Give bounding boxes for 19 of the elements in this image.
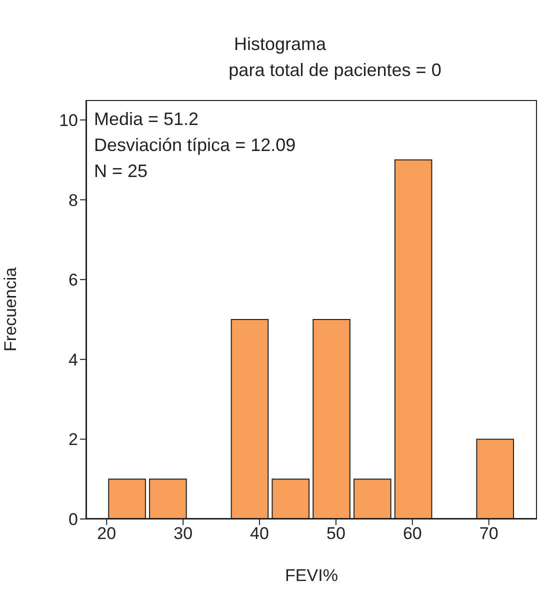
y-tick-label: 10 [59, 110, 78, 130]
x-tick-label: 30 [174, 524, 193, 544]
x-axis-title: FEVI% [285, 566, 338, 585]
y-tick-label: 4 [68, 350, 78, 370]
annotation: Media = 51.2 [94, 108, 200, 131]
y-tick-label: 8 [68, 190, 78, 210]
y-tick-label: 6 [68, 270, 78, 290]
y-tick-label: 0 [68, 510, 78, 530]
x-tick-label: 20 [97, 524, 116, 544]
x-tick-label: 60 [402, 524, 422, 544]
x-tick-label: 70 [479, 524, 498, 544]
y-tick-label: 2 [68, 430, 78, 450]
chart-title: Histograma [232, 34, 328, 55]
x-tick-label: 50 [326, 524, 346, 544]
y-axis-title: Frecuencia [1, 266, 20, 352]
chart-subtitle: para total de pacientes = 0 [228, 60, 442, 81]
annotation: Desviación típica = 12.09 [94, 134, 296, 157]
annotation: N = 25 [94, 160, 149, 183]
x-tick-label: 40 [250, 524, 269, 544]
